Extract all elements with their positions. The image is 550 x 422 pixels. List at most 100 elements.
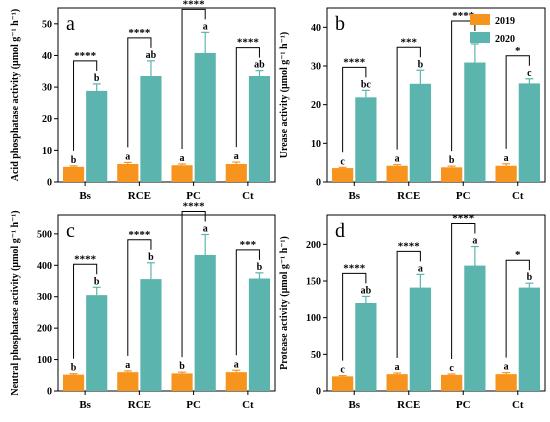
significance-bracket [396, 250, 421, 359]
bar-2019 [440, 374, 463, 391]
significance-stars: * [515, 249, 521, 261]
y-tick-label: 0 [47, 178, 52, 189]
x-tick-label: PC [456, 399, 471, 411]
bar-2019 [440, 167, 463, 182]
significance-stars: **** [183, 0, 206, 10]
significance-stars: *** [401, 36, 418, 48]
bar-2019 [331, 376, 354, 391]
significance-letter: ab [146, 50, 157, 61]
significance-letter: c [340, 156, 345, 167]
y-tick-label: 10 [42, 146, 52, 157]
significance-letter: ab [254, 60, 265, 71]
y-tick-label: 40 [42, 51, 52, 62]
x-tick-label: Bs [348, 190, 360, 202]
significance-letter: b [527, 272, 533, 283]
panel-letter: c [66, 220, 75, 242]
y-tick-label: 20 [311, 100, 321, 111]
significance-bracket [342, 272, 367, 361]
significance-bracket [342, 66, 367, 153]
significance-stars: **** [74, 253, 97, 265]
y-tick-label: 40 [311, 23, 321, 34]
significance-letter: b [418, 59, 424, 70]
y-axis-label: Urease activity (μmol g⁻¹ h⁻¹) [279, 32, 290, 158]
significance-letter: c [527, 68, 532, 79]
x-tick-label: RCE [128, 190, 151, 202]
x-tick-label: PC [456, 190, 471, 202]
significance-stars: **** [343, 56, 366, 68]
significance-letter: a [395, 154, 400, 165]
legend-swatch [470, 14, 490, 25]
bar-2020 [194, 254, 216, 391]
bar-2020 [518, 83, 541, 182]
x-tick-label: RCE [397, 399, 420, 411]
x-tick-label: PC [186, 190, 201, 202]
bar-2019 [386, 165, 408, 182]
bar-2019 [62, 166, 85, 182]
significance-letter: a [418, 263, 423, 274]
bar-2019 [171, 373, 193, 391]
significance-stars: **** [452, 10, 475, 22]
bar-2020 [464, 265, 486, 391]
legend-label: 2020 [495, 34, 515, 45]
y-tick-label: 200 [37, 324, 52, 335]
significance-letter: a [472, 236, 477, 247]
bar-2020 [355, 303, 377, 391]
significance-bracket [451, 20, 476, 152]
significance-letter: a [234, 359, 239, 370]
significance-bracket [73, 60, 98, 151]
y-tick-label: 400 [37, 261, 52, 272]
bar-2020 [194, 52, 216, 182]
significance-letter: a [125, 360, 130, 371]
y-tick-label: 500 [37, 229, 52, 240]
significance-stars: **** [343, 262, 366, 274]
y-tick-label: 0 [316, 178, 321, 189]
x-tick-label: RCE [128, 399, 151, 411]
bar-2020 [86, 90, 108, 182]
significance-bracket [505, 55, 530, 149]
bar-2020 [86, 295, 108, 391]
significance-letter: a [203, 21, 208, 32]
significance-letter: a [504, 362, 509, 373]
significance-letter: a [395, 362, 400, 373]
y-tick-label: 150 [306, 277, 321, 288]
bar-2020 [140, 279, 162, 391]
significance-letter: b [148, 252, 154, 263]
panel-a: 0 10 20 30 40 50 Acid phosphatase activity (μm… [10, 0, 276, 202]
plot-frame [326, 7, 546, 183]
bar-2020 [409, 83, 432, 182]
significance-bracket [235, 249, 260, 356]
bar-2019 [386, 374, 408, 391]
x-tick-label: RCE [397, 190, 420, 202]
significance-letter: a [125, 151, 130, 162]
plot-frame [57, 214, 276, 392]
significance-letter: ab [361, 285, 372, 296]
bar-2020 [464, 62, 486, 182]
x-tick-label: Ct [512, 399, 524, 411]
significance-letter: a [203, 223, 208, 234]
significance-letter: b [179, 361, 185, 372]
panel-letter: a [66, 13, 75, 35]
bar-2019 [331, 168, 354, 182]
bar-2020 [248, 76, 271, 182]
significance-stars: **** [74, 50, 97, 62]
y-tick-label: 30 [311, 62, 321, 73]
significance-letter: a [504, 153, 509, 164]
significance-letter: c [340, 365, 345, 376]
y-tick-label: 0 [316, 387, 321, 398]
y-tick-label: 0 [47, 387, 52, 398]
significance-letter: b [71, 363, 77, 374]
significance-letter: c [449, 363, 454, 374]
panel-letter: b [335, 13, 345, 35]
significance-stars: **** [452, 213, 475, 225]
significance-bracket [127, 37, 152, 148]
x-tick-label: Bs [79, 190, 91, 202]
significance-letter: b [449, 155, 455, 166]
significance-letter: bc [361, 79, 372, 90]
significance-stars: **** [237, 37, 260, 49]
bar-2020 [248, 278, 271, 391]
x-tick-label: Bs [79, 399, 91, 411]
bar-2020 [140, 76, 162, 182]
bar-2019 [495, 165, 517, 182]
x-tick-label: PC [186, 399, 201, 411]
